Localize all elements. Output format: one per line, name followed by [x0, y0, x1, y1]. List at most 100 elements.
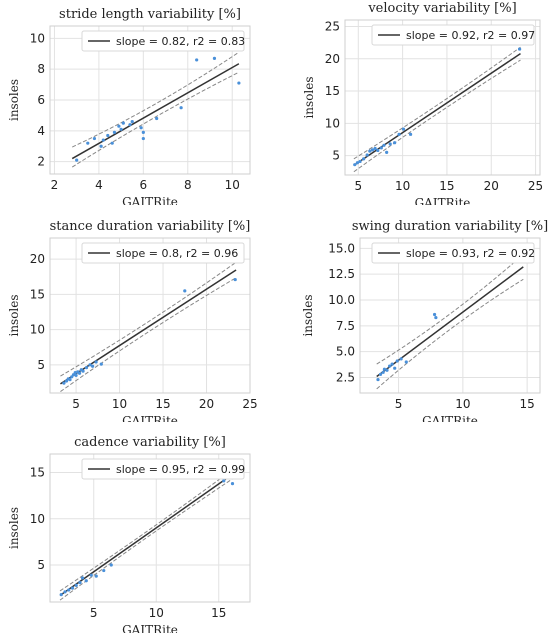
data-point	[141, 130, 145, 134]
data-point	[67, 588, 71, 592]
data-point	[385, 150, 389, 154]
chart-title: velocity variability [%]	[367, 1, 516, 16]
y-tick-label: 25	[325, 19, 340, 33]
ci-upper-line	[353, 46, 521, 160]
data-point	[399, 357, 403, 361]
data-point	[94, 574, 98, 578]
chart-svg: 5 10 15 20 25 5 10 15 20 slope = 0.8, r2 = 0.96 st…	[7, 219, 258, 428]
chart-panel-4: 5 10 15 2.5 5.0 7.5 10.0 12.5 15.0 slope = 0.93, …	[285, 212, 550, 428]
data-point	[128, 123, 132, 127]
y-tick-label: 10.0	[328, 293, 355, 307]
data-point	[71, 373, 76, 377]
data-point	[64, 379, 69, 383]
chart-svg: 2 4 6 8 10 2 4 6 8 10 slope = 0.82, r2 = 0.83 strid…	[7, 7, 251, 209]
chart-svg: 5 10 15 5 10 15 slope = 0.95, r2 = 0.99 cadence…	[7, 435, 251, 637]
x-tick-label: 2	[51, 178, 59, 192]
data-point	[237, 81, 241, 85]
y-tick-label: 15	[325, 84, 340, 98]
data-point	[370, 148, 375, 152]
data-point	[84, 366, 89, 370]
data-point	[89, 573, 93, 577]
data-point	[74, 583, 78, 587]
data-point	[86, 141, 90, 145]
data-point	[117, 124, 121, 128]
ci-lower-line	[60, 277, 237, 392]
data-point	[401, 127, 406, 131]
chart-panel-3: 5 10 15 20 25 5 10 15 20 slope = 0.8, r2 = 0.96 st…	[0, 212, 260, 428]
data-point	[390, 362, 394, 366]
x-tick-label: 15	[520, 397, 535, 411]
x-tick-label: 8	[184, 178, 192, 192]
ci-lower-line	[71, 71, 240, 168]
x-tick-label: 25	[528, 179, 543, 193]
y-tick-label: 5	[332, 149, 340, 163]
y-tick-label: 10	[30, 31, 45, 45]
plot-frame	[49, 237, 251, 394]
data-point	[77, 371, 82, 375]
chart-panel-2: 5 10 15 20 25 5 10 15 20 25 slope = 0.92, r2 = 0.9…	[285, 0, 550, 210]
data-point	[397, 132, 401, 136]
data-point	[75, 158, 79, 162]
x-tick-label: 6	[140, 178, 148, 192]
chart-panel-5: 5 10 15 5 10 15 slope = 0.95, r2 = 0.99 cadence…	[0, 428, 260, 637]
x-tick-label: 10	[225, 178, 240, 192]
data-point	[432, 312, 437, 317]
legend-box	[81, 30, 245, 52]
chart-title: cadence variability [%]	[74, 435, 226, 450]
y-tick-label: 12.5	[328, 267, 355, 281]
data-point	[88, 363, 92, 367]
data-point	[385, 368, 389, 372]
y-tick-label: 6	[37, 93, 45, 107]
data-point	[106, 133, 110, 138]
ci-upper-line	[72, 51, 240, 148]
x-tick-label: 5	[395, 397, 403, 411]
y-axis-label: insoles	[7, 507, 21, 549]
data-point	[121, 121, 125, 125]
y-tick-label: 2.5	[336, 371, 355, 385]
data-point	[70, 375, 74, 379]
data-point	[130, 119, 134, 124]
data-point	[387, 364, 392, 368]
data-point	[353, 163, 357, 167]
y-axis-label: insoles	[301, 294, 315, 336]
data-point	[119, 127, 123, 131]
legend-label: slope = 0.8, r2 = 0.96	[116, 247, 238, 260]
x-tick-label: 10	[112, 397, 127, 411]
chart-panel-1: 2 4 6 8 10 2 4 6 8 10 slope = 0.82, r2 = 0.83 strid…	[0, 0, 260, 209]
data-point	[99, 362, 103, 366]
data-point	[195, 58, 199, 62]
x-tick-label: 15	[439, 179, 454, 193]
y-tick-label: 15.0	[328, 241, 355, 255]
data-point	[373, 146, 377, 151]
data-point	[109, 563, 113, 567]
x-tick-label: 5	[354, 179, 362, 193]
y-tick-label: 10	[30, 512, 45, 526]
x-tick-label: 10	[455, 397, 470, 411]
data-point	[376, 377, 380, 382]
data-point	[139, 126, 143, 130]
data-point	[368, 149, 372, 153]
data-point	[376, 148, 380, 153]
data-point	[379, 146, 383, 150]
y-axis-label: insoles	[7, 294, 21, 336]
plot-frame	[49, 453, 251, 603]
data-point	[183, 289, 187, 293]
data-point	[101, 138, 105, 142]
legend-label: slope = 0.82, r2 = 0.83	[116, 35, 245, 48]
plot-area	[50, 238, 250, 393]
y-tick-label: 2	[37, 155, 45, 169]
y-tick-label: 10	[325, 116, 340, 130]
y-tick-label: 15	[30, 466, 45, 480]
data-point	[112, 130, 117, 134]
chart-svg: 5 10 15 20 25 5 10 15 20 25 slope = 0.92, r2 = 0.9…	[302, 1, 543, 210]
data-point	[365, 153, 369, 157]
data-point	[74, 373, 78, 377]
data-point	[78, 580, 82, 585]
y-tick-label: 10	[30, 323, 45, 337]
x-tick-label: 10	[149, 606, 164, 620]
ci-lower-line	[376, 278, 524, 390]
chart-title: swing duration variability [%]	[352, 219, 548, 234]
y-tick-label: 7.5	[336, 319, 355, 333]
y-axis-label: insoles	[302, 76, 316, 118]
ci-lower-line	[353, 59, 521, 173]
